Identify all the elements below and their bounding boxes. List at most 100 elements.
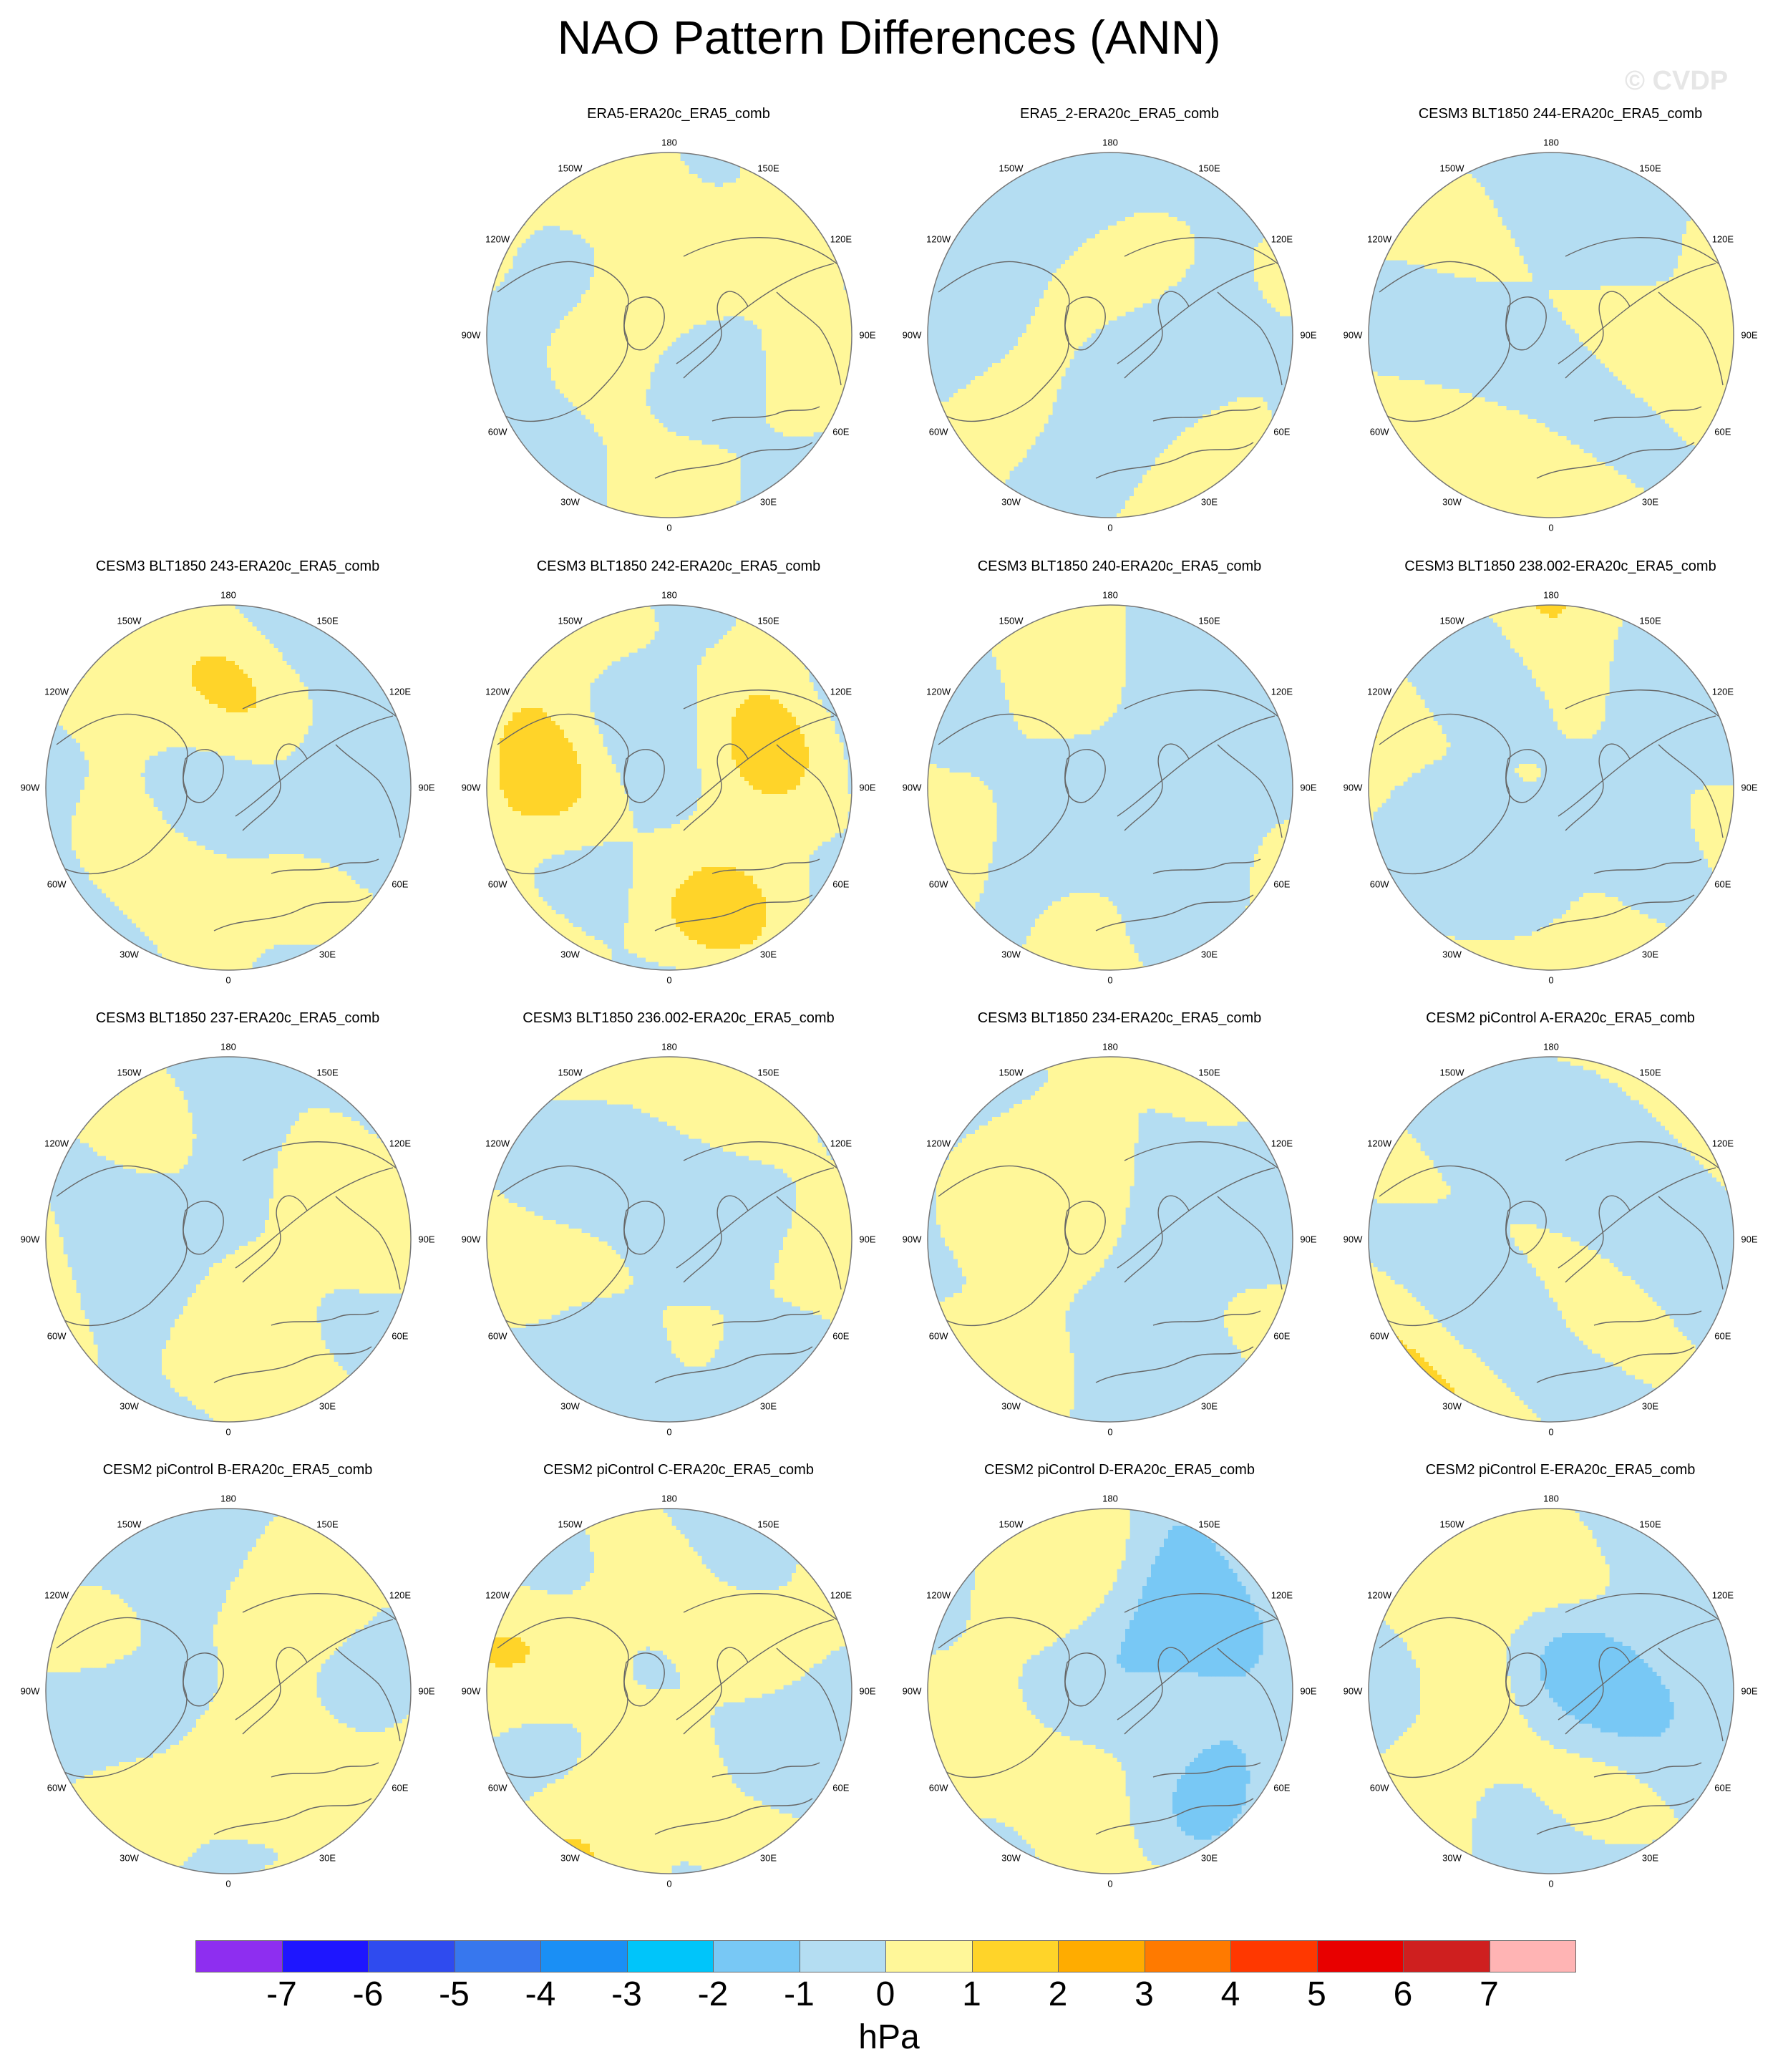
longitude-label: 150W xyxy=(558,1068,583,1078)
longitude-label: 60W xyxy=(929,1330,948,1341)
colorbar-tick-label: -5 xyxy=(439,1975,470,2014)
longitude-label: 120W xyxy=(44,686,69,697)
longitude-label: 120W xyxy=(1367,1138,1391,1148)
longitude-label: 30W xyxy=(560,1400,580,1411)
colorbar-swatch xyxy=(454,1940,541,1972)
longitude-label: 30E xyxy=(1201,1852,1218,1863)
colorbar-tick-label: 1 xyxy=(962,1975,981,2014)
longitude-label: 60W xyxy=(488,1330,507,1341)
contour-field xyxy=(1369,153,1734,518)
longitude-label: 90W xyxy=(462,1686,481,1697)
longitude-label: 60E xyxy=(1714,1782,1731,1793)
contour-field xyxy=(487,1509,852,1874)
longitude-label: 150E xyxy=(757,163,779,174)
longitude-label: 120W xyxy=(926,233,951,244)
longitude-label: 60W xyxy=(929,878,948,889)
longitude-label: 90W xyxy=(21,1234,40,1245)
longitude-label: 30W xyxy=(120,1400,139,1411)
longitude-label: 90W xyxy=(462,330,481,341)
coastlines xyxy=(938,1593,1283,1835)
longitude-label: 30E xyxy=(760,1852,777,1863)
longitude-label: 120E xyxy=(830,1138,852,1148)
map-frame xyxy=(927,152,1293,518)
longitude-label: 150E xyxy=(1639,1068,1661,1078)
panel-title: ERA5-ERA20c_ERA5_comb xyxy=(464,106,893,122)
panel-title: CESM3 BLT1850 234-ERA20c_ERA5_comb xyxy=(905,1010,1334,1027)
contour-field xyxy=(1369,1509,1734,1874)
polar-map xyxy=(927,1056,1293,1423)
polar-map xyxy=(486,604,852,971)
longitude-label: 180 xyxy=(661,1494,677,1504)
panel-title: CESM2 piControl B-ERA20c_ERA5_comb xyxy=(23,1462,452,1478)
longitude-label: 60W xyxy=(47,878,67,889)
longitude-label: 0 xyxy=(225,1427,230,1438)
longitude-label: 120E xyxy=(830,686,852,697)
longitude-label: 0 xyxy=(666,975,671,986)
longitude-label: 30W xyxy=(1001,1400,1021,1411)
colorbar-swatch xyxy=(885,1940,973,1972)
longitude-label: 120W xyxy=(926,1589,951,1600)
longitude-label: 90E xyxy=(1741,330,1757,341)
longitude-label: 150E xyxy=(1198,616,1220,626)
map-panel: ERA5-ERA20c_ERA5_comb 180 150E 120E 90E 60E 30… xyxy=(462,106,893,536)
longitude-label: 30E xyxy=(1642,496,1658,507)
longitude-label: 120W xyxy=(1367,686,1391,697)
colorbar-swatch xyxy=(971,1940,1059,1972)
panel-title: CESM2 piControl E-ERA20c_ERA5_comb xyxy=(1346,1462,1775,1478)
longitude-label: 150E xyxy=(757,616,779,626)
longitude-label: 60E xyxy=(1273,1330,1290,1341)
longitude-label: 150W xyxy=(117,1068,142,1078)
longitude-label: 120W xyxy=(485,686,510,697)
longitude-label: 120W xyxy=(1367,233,1391,244)
longitude-label: 90W xyxy=(1344,1234,1363,1245)
coastlines xyxy=(1379,1593,1724,1835)
longitude-label: 90W xyxy=(21,783,40,793)
longitude-label: 180 xyxy=(1102,1042,1118,1052)
longitude-label: 150E xyxy=(1198,1068,1220,1078)
map-frame xyxy=(1368,1056,1734,1423)
longitude-label: 90W xyxy=(462,783,481,793)
longitude-label: 90E xyxy=(418,1686,434,1697)
coastlines xyxy=(497,1141,842,1383)
polar-map xyxy=(927,152,1293,518)
colorbar-swatch xyxy=(1230,1940,1318,1972)
map-panel: CESM3 BLT1850 242-ERA20c_ERA5_comb 180 150… xyxy=(462,558,893,988)
longitude-label: 150E xyxy=(316,1068,338,1078)
longitude-label: 180 xyxy=(661,137,677,148)
longitude-label: 180 xyxy=(220,590,236,601)
longitude-label: 90W xyxy=(21,1686,40,1697)
panel-title: CESM3 BLT1850 242-ERA20c_ERA5_comb xyxy=(464,558,893,575)
longitude-label: 150W xyxy=(1440,616,1464,626)
map-panel: CESM3 BLT1850 243-ERA20c_ERA5_comb 180 150… xyxy=(21,558,452,988)
longitude-label: 90E xyxy=(418,783,434,793)
colorbar-tick-label: 3 xyxy=(1135,1975,1154,2014)
longitude-label: 120E xyxy=(1271,1589,1293,1600)
map-frame xyxy=(486,604,852,971)
longitude-label: 90E xyxy=(859,330,875,341)
longitude-label: 150E xyxy=(1198,1519,1220,1530)
polar-map xyxy=(1368,1056,1734,1423)
polar-map xyxy=(486,1056,852,1423)
contour-field xyxy=(46,605,411,970)
longitude-label: 30W xyxy=(560,949,580,959)
polar-map xyxy=(1368,604,1734,971)
longitude-label: 90E xyxy=(1741,1234,1757,1245)
longitude-label: 120E xyxy=(1712,1138,1734,1148)
map-frame xyxy=(486,152,852,518)
longitude-label: 60E xyxy=(832,426,849,437)
panel-title: CESM3 BLT1850 243-ERA20c_ERA5_comb xyxy=(23,558,452,575)
map-frame xyxy=(1368,1508,1734,1874)
panel-title: CESM2 piControl A-ERA20c_ERA5_comb xyxy=(1346,1010,1775,1027)
longitude-label: 120W xyxy=(485,1138,510,1148)
colorbar-swatch xyxy=(626,1940,714,1972)
colorbar-swatch xyxy=(540,1940,628,1972)
map-panel: CESM2 piControl B-ERA20c_ERA5_comb 180 150… xyxy=(21,1462,452,1892)
panel-title: CESM3 BLT1850 236.002-ERA20c_ERA5_comb xyxy=(464,1010,893,1027)
longitude-label: 120E xyxy=(1271,1138,1293,1148)
longitude-label: 0 xyxy=(666,1427,671,1438)
longitude-label: 60E xyxy=(832,1330,849,1341)
longitude-label: 120E xyxy=(1712,686,1734,697)
map-frame xyxy=(927,1508,1293,1874)
longitude-label: 180 xyxy=(1543,137,1559,148)
map-frame xyxy=(486,1056,852,1423)
